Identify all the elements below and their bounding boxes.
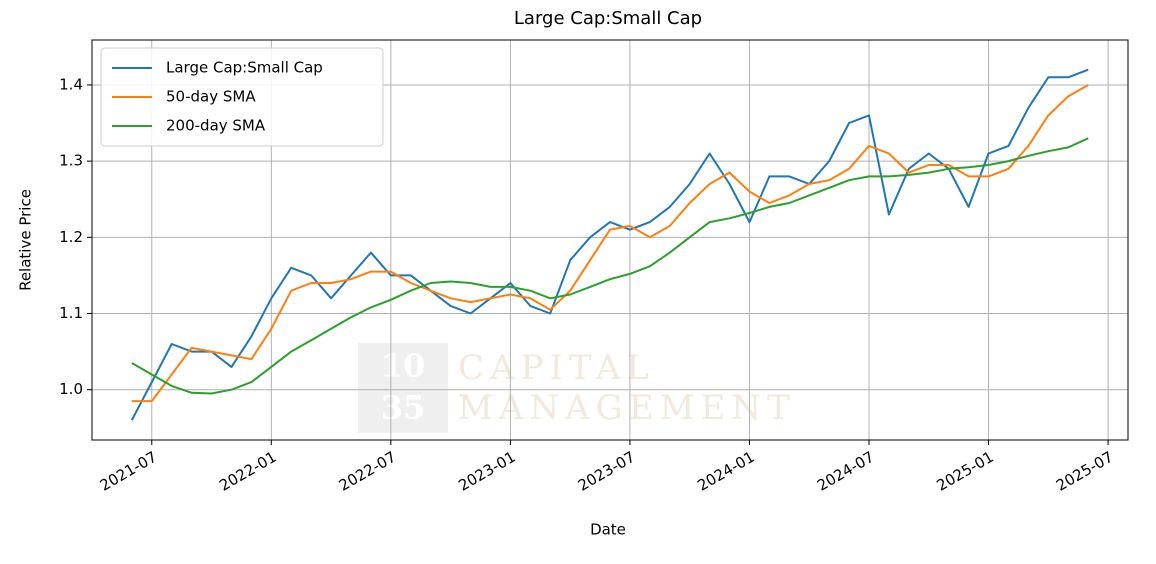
series-line — [130, 68, 1089, 421]
x-tick-label: 2023-01 — [455, 448, 518, 495]
x-tick-label: 2021-07 — [97, 448, 160, 495]
x-axis-label: Date — [590, 521, 626, 539]
plot-frame — [91, 39, 1129, 441]
watermark-text: CAPITAL — [458, 348, 655, 388]
x-tick-label: 2025-07 — [1053, 448, 1116, 495]
x-tick-label: 2025-01 — [933, 448, 996, 495]
series-line — [131, 137, 1089, 395]
y-tick-label: 1.0 — [59, 380, 83, 398]
legend-box — [100, 47, 384, 147]
y-tick-label: 1.2 — [59, 228, 83, 246]
watermark-text: MANAGEMENT — [458, 388, 796, 428]
x-tick-label: 2023-07 — [575, 448, 638, 495]
watermark-text: 35 — [381, 389, 426, 427]
legend-label: 200-day SMA — [166, 117, 266, 135]
series-line — [131, 84, 1089, 403]
y-tick-label: 1.3 — [59, 152, 83, 170]
chart-title: Large Cap:Small Cap — [514, 8, 702, 29]
y-axis-label: Relative Price — [17, 189, 35, 291]
x-tick-label: 2022-07 — [336, 448, 399, 495]
y-tick-label: 1.4 — [59, 75, 83, 93]
legend-label: Large Cap:Small Cap — [166, 59, 323, 77]
watermark-box — [358, 343, 448, 433]
x-tick-label: 2024-07 — [814, 448, 877, 495]
x-tick-label: 2022-01 — [216, 448, 279, 495]
x-tick-label: 2024-01 — [694, 448, 757, 495]
watermark: 10 35 CAPITAL MANAGEMENT — [358, 343, 796, 433]
legend-label: 50-day SMA — [166, 88, 256, 106]
y-tick-label: 1.1 — [59, 304, 83, 322]
legend: Large Cap:Small Cap 50-day SMA 200-day SMA — [100, 47, 384, 147]
watermark-text: 10 — [381, 347, 426, 385]
